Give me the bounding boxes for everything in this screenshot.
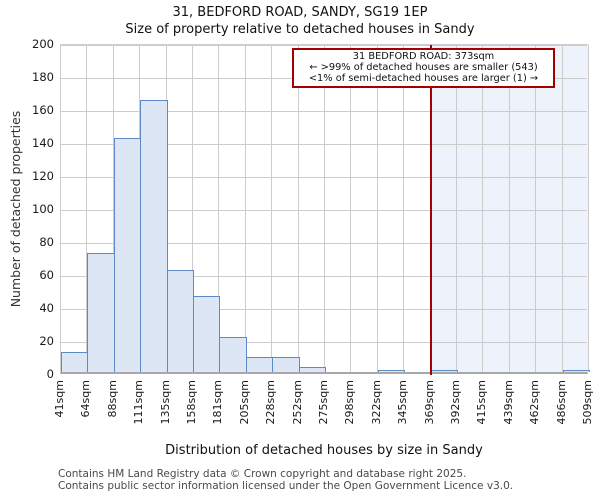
y-tick-label: 100: [32, 202, 54, 216]
vertical-gridline: [456, 45, 457, 372]
x-tick-label: 88sqm: [105, 380, 119, 418]
x-tick-label: 486sqm: [554, 380, 568, 425]
y-tick-label: 200: [32, 37, 54, 51]
x-tick-label: 205sqm: [237, 380, 251, 425]
y-tick-label: 80: [39, 235, 54, 249]
y-tick-label: 140: [32, 136, 54, 150]
vertical-gridline: [403, 45, 405, 372]
histogram-bar: [61, 352, 89, 372]
x-tick-label: 181sqm: [211, 380, 225, 425]
y-tick-label: 120: [32, 169, 54, 183]
x-tick-label: 322sqm: [369, 380, 383, 425]
x-tick-label: 439sqm: [501, 380, 515, 425]
vertical-gridline: [218, 45, 220, 372]
annotation-box: 31 BEDFORD ROAD: 373sqm ← >99% of detach…: [292, 48, 555, 88]
x-tick-label: 298sqm: [343, 380, 357, 425]
histogram-bar: [562, 370, 590, 372]
vertical-gridline: [508, 45, 510, 372]
histogram-bar: [87, 253, 115, 372]
x-tick-label: 111sqm: [132, 380, 146, 425]
histogram-bar: [245, 357, 274, 372]
plot-area: [60, 44, 590, 375]
annotation-line-larger: <1% of semi-detached houses are larger (…: [308, 73, 539, 84]
vertical-gridline: [324, 45, 325, 372]
x-tick-label: 345sqm: [396, 380, 410, 425]
x-tick-label: 415sqm: [475, 380, 489, 425]
x-tick-label: 158sqm: [185, 380, 198, 425]
x-tick-label: 252sqm: [290, 380, 304, 425]
histogram-bar: [166, 269, 194, 372]
x-tick-label: 64sqm: [79, 380, 93, 418]
vertical-gridline: [86, 45, 88, 372]
y-tick-label: 20: [39, 334, 54, 348]
x-tick-label: 462sqm: [528, 380, 542, 425]
chart-title: 31, BEDFORD ROAD, SANDY, SG19 1EP: [172, 5, 428, 20]
property-marker-line: [430, 45, 432, 375]
vertical-gridline: [271, 45, 273, 372]
vertical-gridline: [588, 45, 589, 372]
x-tick-label: 369sqm: [422, 380, 436, 425]
annotation-line-smaller: ← >99% of detached houses are smaller (5…: [309, 62, 538, 73]
vertical-gridline: [535, 45, 537, 372]
histogram-bar: [140, 99, 168, 372]
footer-line-1: Contains HM Land Registry data © Crown c…: [58, 468, 467, 480]
histogram-bar: [219, 337, 247, 372]
x-tick-label: 41sqm: [53, 380, 66, 418]
vertical-gridline: [376, 45, 378, 372]
vertical-gridline: [297, 45, 299, 372]
vertical-gridline: [192, 45, 193, 372]
vertical-gridline: [244, 45, 246, 372]
x-tick-label: 275sqm: [317, 380, 330, 425]
histogram-bar: [272, 357, 300, 372]
larger-than-marker-shade: [431, 45, 589, 372]
y-tick-label: 180: [32, 70, 54, 84]
x-tick-label: 509sqm: [581, 380, 594, 425]
plot-wrapper: Number of detached properties 0 20 40 60 80 1…: [8, 37, 594, 458]
y-tick-label: 0: [46, 367, 54, 381]
copyright-footer: Contains HM Land Registry data © Crown c…: [58, 468, 514, 492]
histogram-bar: [193, 296, 221, 372]
y-tick-label: 40: [39, 301, 54, 315]
histogram-bar: [430, 370, 458, 372]
histogram-bar: [298, 367, 326, 372]
histogram-bar: [113, 137, 142, 372]
x-tick-label: 135sqm: [158, 380, 172, 425]
x-axis-label: Distribution of detached houses by size …: [165, 443, 483, 458]
x-tick-label: 392sqm: [449, 380, 462, 425]
annotation-line-address: 31 BEDFORD ROAD: 373sqm: [352, 51, 495, 62]
histogram-bar: [377, 370, 406, 372]
vertical-gridline: [350, 45, 352, 372]
chart-subtitle: Size of property relative to detached ho…: [125, 22, 475, 37]
footer-line-2: Contains public sector information licen…: [58, 479, 514, 492]
vertical-gridline: [112, 45, 114, 372]
x-tick-label: 228sqm: [264, 380, 278, 425]
vertical-gridline: [561, 45, 563, 372]
y-tick-label: 160: [32, 103, 54, 117]
vertical-gridline: [482, 45, 484, 372]
y-tick-label: 60: [39, 268, 54, 282]
